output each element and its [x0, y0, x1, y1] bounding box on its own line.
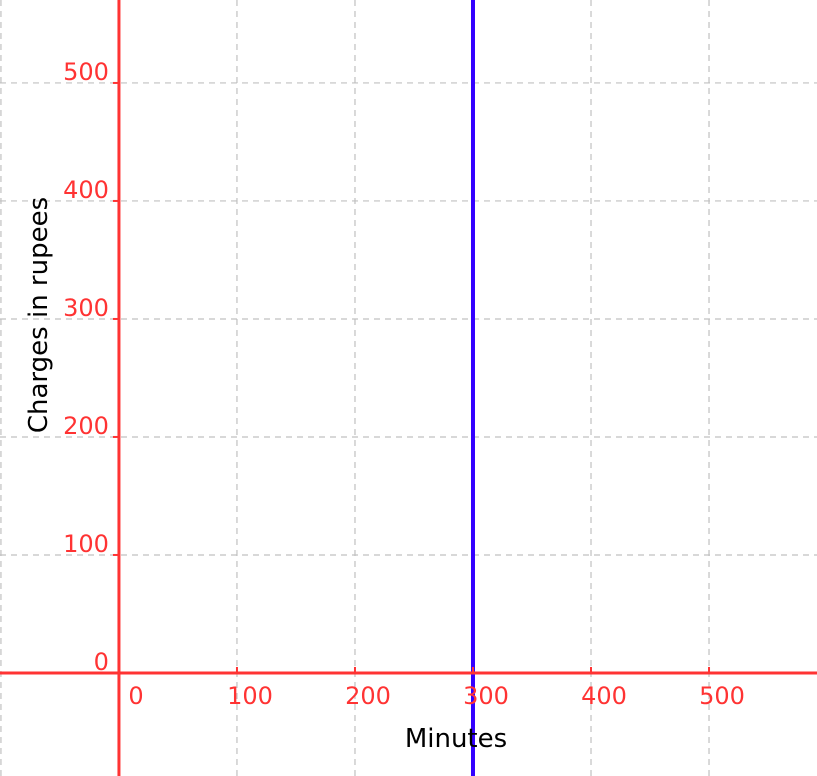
x-tick-label: 500 [699, 682, 745, 710]
ticks: 0 100 200 300 400 500 0 100 200 300 400 500 [63, 58, 745, 710]
y-tick-label: 0 [94, 648, 109, 676]
y-axis-label: Charges in rupees [24, 197, 54, 433]
y-tick-label: 500 [63, 58, 109, 86]
x-axis-label: Minutes [405, 724, 507, 754]
y-tick-label: 200 [63, 412, 109, 440]
y-tick-label: 300 [63, 294, 109, 322]
x-tick-label: 300 [463, 682, 509, 710]
y-tick-label: 100 [63, 530, 109, 558]
x-tick-label: 100 [227, 682, 273, 710]
y-tick-label: 400 [63, 176, 109, 204]
x-tick-label: 200 [345, 682, 391, 710]
x-tick-label: 0 [128, 682, 143, 710]
x-tick-label: 400 [581, 682, 627, 710]
